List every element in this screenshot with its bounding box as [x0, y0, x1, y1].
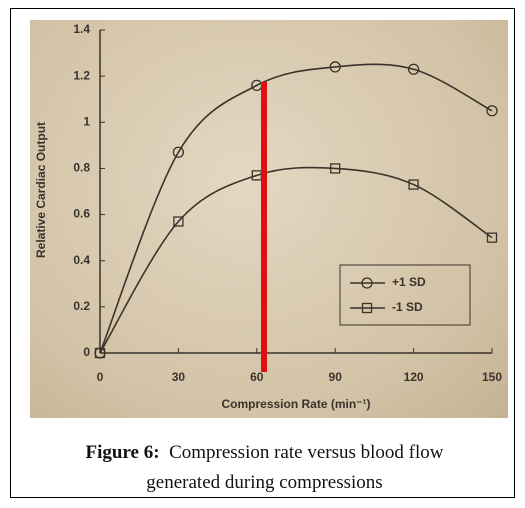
- legend-label: +1 SD: [392, 275, 426, 289]
- x-tick-label: 90: [329, 370, 343, 384]
- caption: Figure 6: Compression rate versus blood …: [72, 438, 457, 498]
- y-tick-label: 1: [83, 114, 90, 128]
- y-tick-label: 1.2: [73, 68, 90, 82]
- marker: [173, 216, 184, 227]
- series-line: [99, 166, 493, 354]
- y-tick-label: 0.6: [73, 207, 90, 221]
- marker: [172, 146, 185, 158]
- caption-label: Figure 6:: [85, 442, 160, 463]
- series-line: [99, 63, 493, 354]
- x-tick-label: 60: [250, 370, 264, 384]
- marker: [407, 63, 420, 75]
- caption-text: Compression rate versus blood flow gener…: [146, 442, 444, 493]
- figure-frame: [10, 8, 515, 498]
- marker: [408, 179, 419, 190]
- x-tick-label: 150: [482, 370, 502, 384]
- x-tick-label: 120: [404, 370, 424, 384]
- marker: [361, 277, 373, 289]
- marker: [330, 163, 341, 174]
- legend-label: -1 SD: [392, 300, 423, 314]
- marker: [486, 232, 498, 243]
- x-tick-label: 30: [172, 370, 186, 384]
- marker: [94, 347, 106, 359]
- legend-box: [339, 264, 471, 326]
- chart: Relative Cardiac Output Compression Rate…: [34, 22, 502, 411]
- y-axis-title: Relative Cardiac Output: [34, 122, 48, 258]
- y-tick-label: 0.4: [73, 253, 90, 267]
- x-axis-title: Compression Rate (min⁻¹): [221, 397, 370, 411]
- y-tick-label: 1.4: [73, 22, 90, 36]
- marker: [329, 61, 341, 73]
- y-tick-label: 0.2: [73, 299, 90, 313]
- y-tick-label: 0.8: [73, 161, 90, 175]
- marker: [361, 302, 373, 314]
- x-tick-label: 0: [97, 370, 104, 384]
- marker: [486, 105, 498, 117]
- y-tick-label: 0: [83, 345, 90, 359]
- chart-photo: [30, 20, 508, 418]
